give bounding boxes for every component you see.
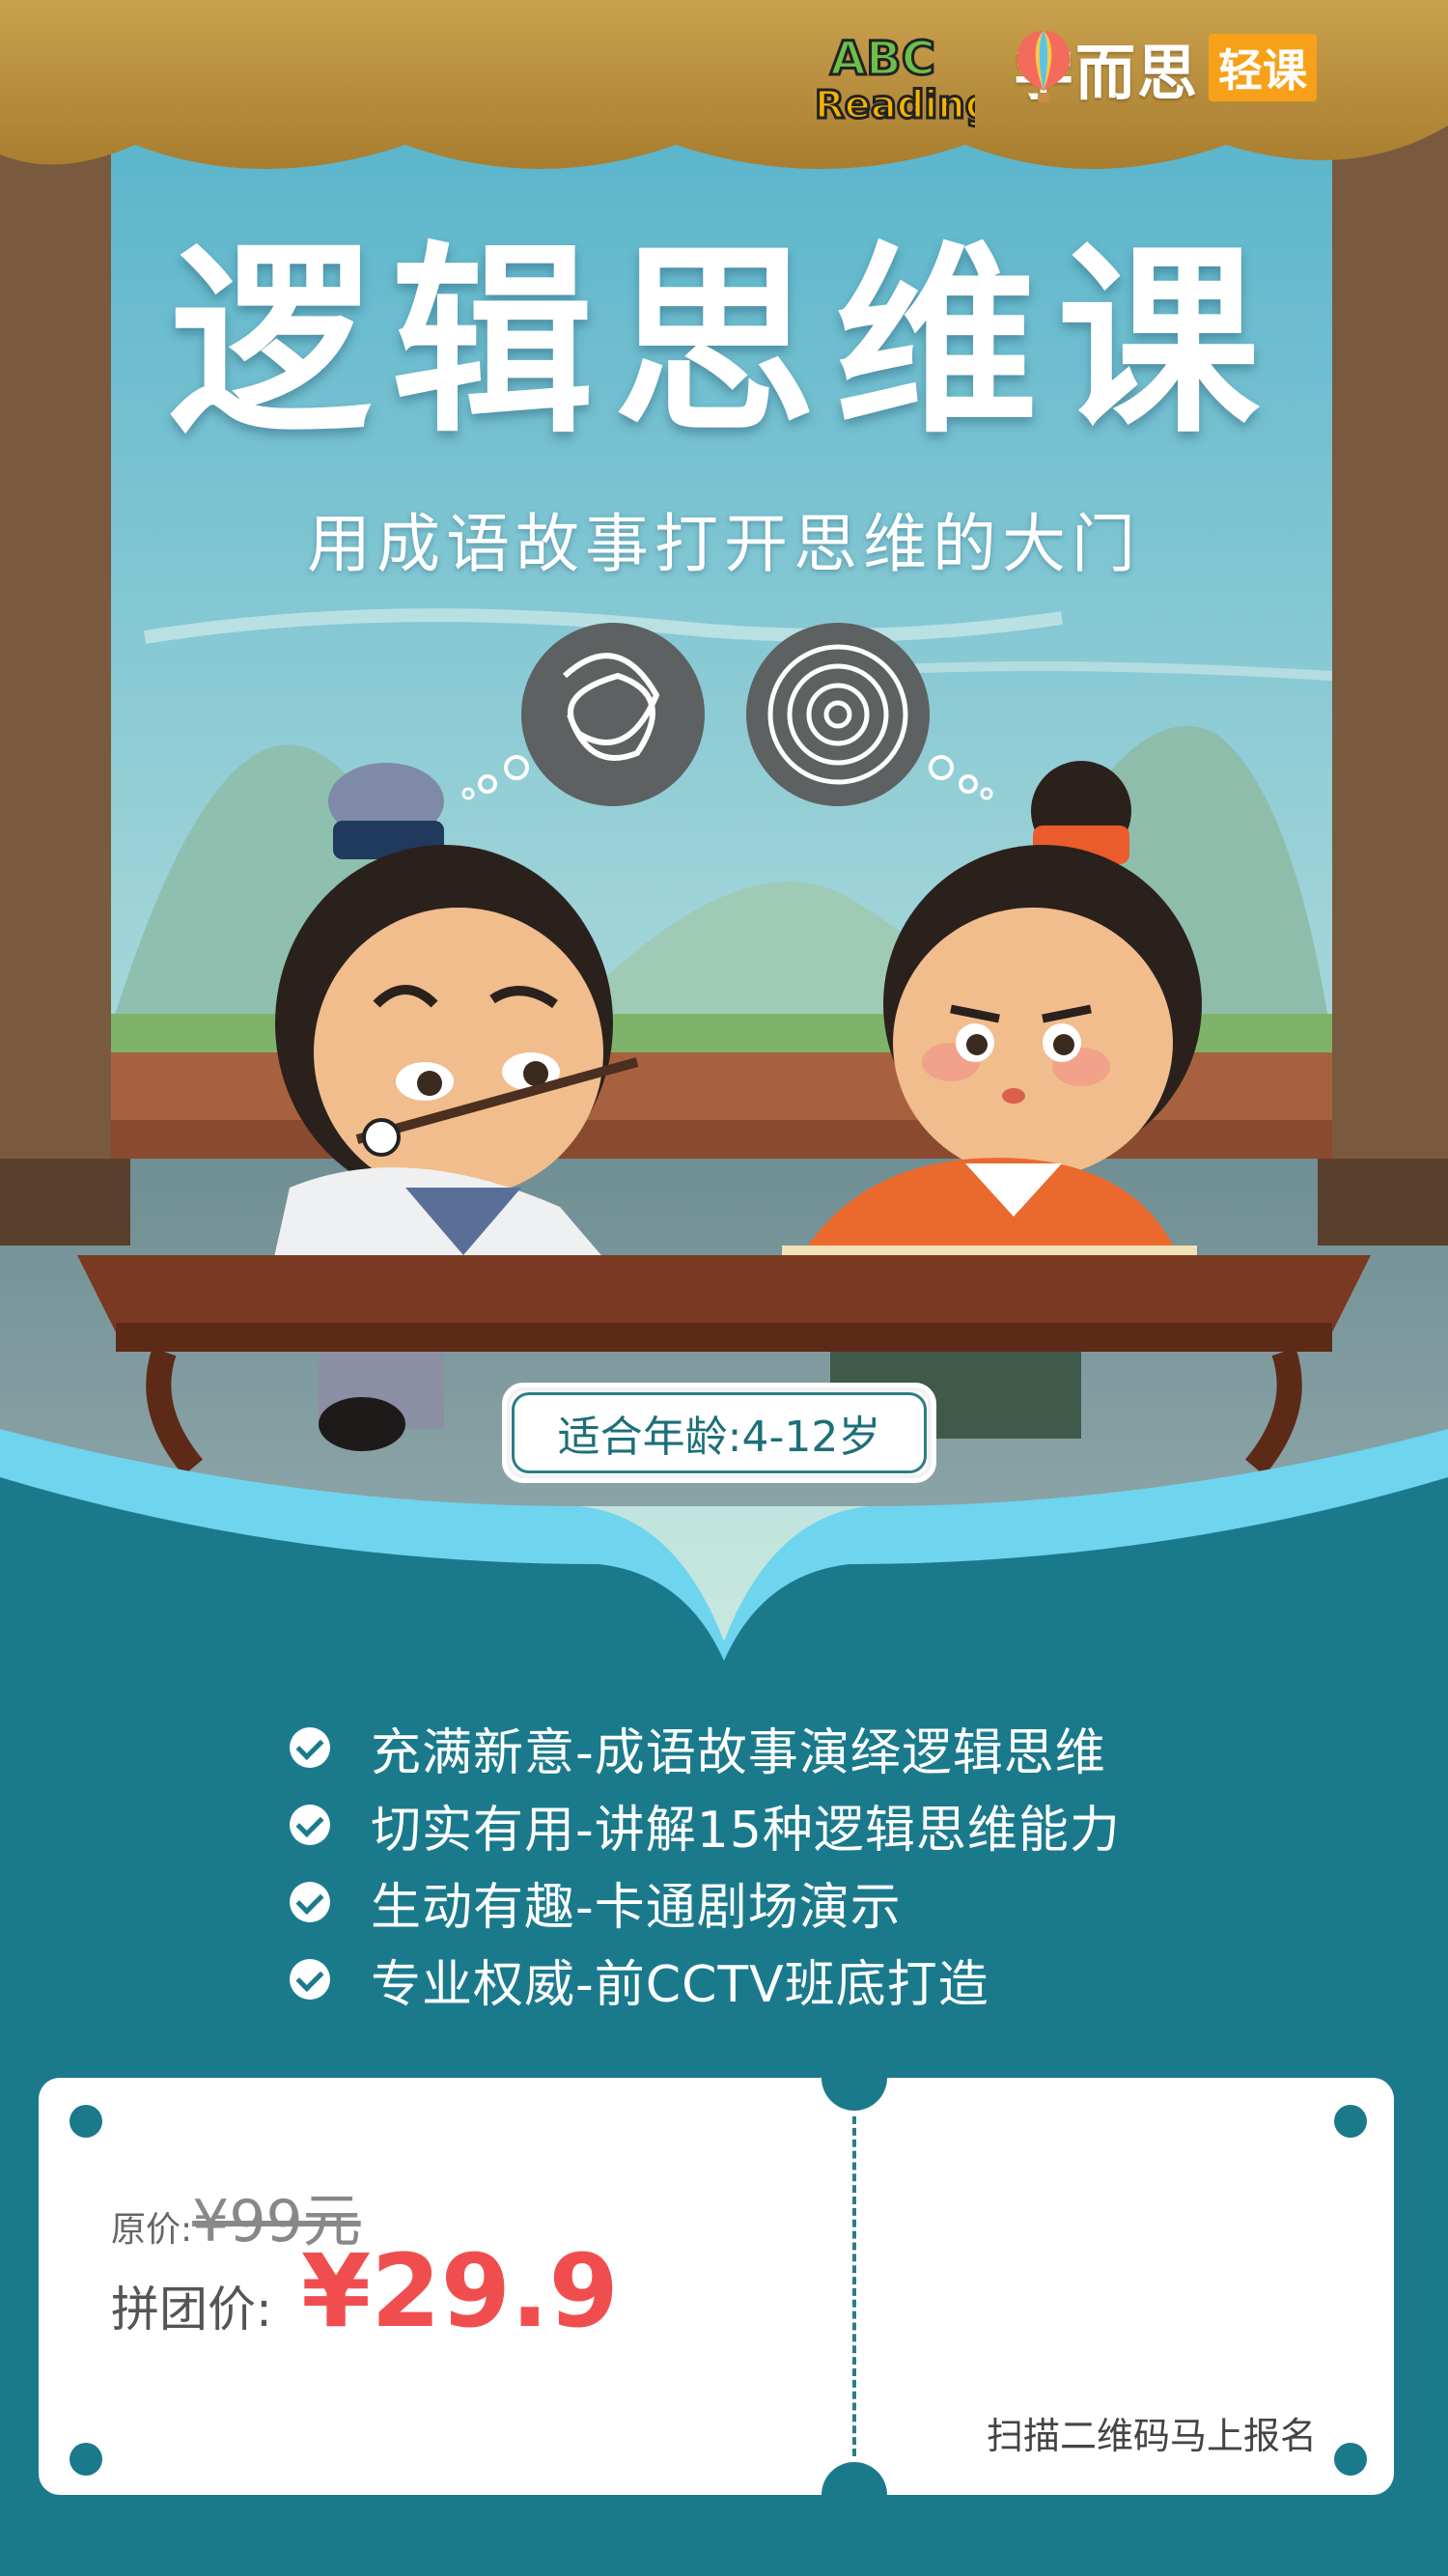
check-icon bbox=[290, 1805, 330, 1845]
feature-text: 生动有趣-卡通剧场演示 bbox=[371, 1878, 902, 1937]
feature-text: 充满新意-成语故事演绎逻辑思维 bbox=[371, 1723, 1106, 1782]
ticket-perforation bbox=[852, 2116, 856, 2456]
check-icon bbox=[290, 1727, 330, 1768]
group-price: 拼团价: ¥29.9 bbox=[111, 2232, 619, 2350]
hero-illustration: ABC Reading 学而思 轻课 逻辑思维课 用成语故事打开思维的大门 适合… bbox=[0, 0, 1448, 1661]
feature-item: 充满新意-成语故事演绎逻辑思维 bbox=[290, 1709, 1255, 1786]
ticket-notch-bottom bbox=[821, 2462, 887, 2528]
price-ticket[interactable]: 原价:¥99元 拼团价: ¥29.9 扫描二维码马上报名 bbox=[39, 2045, 1394, 2528]
ticket-rivet bbox=[1334, 2105, 1367, 2138]
feature-list: 充满新意-成语故事演绎逻辑思维 切实有用-讲解15种逻辑思维能力 生动有趣-卡通… bbox=[290, 1709, 1255, 2018]
scan-qr-hint: 扫描二维码马上报名 bbox=[986, 2415, 1317, 2457]
feature-item: 生动有趣-卡通剧场演示 bbox=[290, 1863, 1255, 1941]
group-price-label: 拼团价: bbox=[111, 2282, 272, 2338]
page-title: 逻辑思维课 bbox=[168, 224, 1279, 461]
svg-text:ABC: ABC bbox=[830, 32, 935, 86]
qingke-tag: 轻课 bbox=[1209, 34, 1318, 101]
feature-item: 切实有用-讲解15种逻辑思维能力 bbox=[290, 1786, 1255, 1863]
original-price: 原价:¥99元 bbox=[111, 2174, 361, 2258]
balloon-icon bbox=[1016, 31, 1071, 102]
ticket-rivet bbox=[1334, 2443, 1367, 2476]
ticket-card bbox=[39, 2078, 1394, 2495]
xueersi-logo: 学而思 轻课 bbox=[1014, 29, 1318, 108]
age-badge: 适合年龄:4-12岁 bbox=[502, 1383, 936, 1483]
check-icon bbox=[290, 1882, 330, 1922]
scene-artwork bbox=[0, 0, 1448, 1661]
svg-text:Reading: Reading bbox=[815, 83, 975, 127]
feature-text: 专业权威-前CCTV班底打造 bbox=[371, 1955, 989, 2014]
check-icon bbox=[290, 1959, 330, 2000]
group-price-value: ¥29.9 bbox=[300, 2232, 619, 2350]
ticket-rivet bbox=[70, 2105, 102, 2138]
feature-item: 专业权威-前CCTV班底打造 bbox=[290, 1941, 1255, 2018]
ticket-notch-top bbox=[821, 2045, 887, 2111]
original-price-label: 原价: bbox=[111, 2210, 193, 2250]
feature-text: 切实有用-讲解15种逻辑思维能力 bbox=[371, 1801, 1121, 1860]
age-badge-text: 适合年龄:4-12岁 bbox=[512, 1392, 927, 1473]
ticket-rivet bbox=[70, 2443, 102, 2476]
abc-reading-logo: ABC Reading bbox=[811, 21, 976, 132]
page-subtitle: 用成语故事打开思维的大门 bbox=[307, 507, 1141, 581]
original-price-value: ¥99元 bbox=[192, 2188, 361, 2255]
